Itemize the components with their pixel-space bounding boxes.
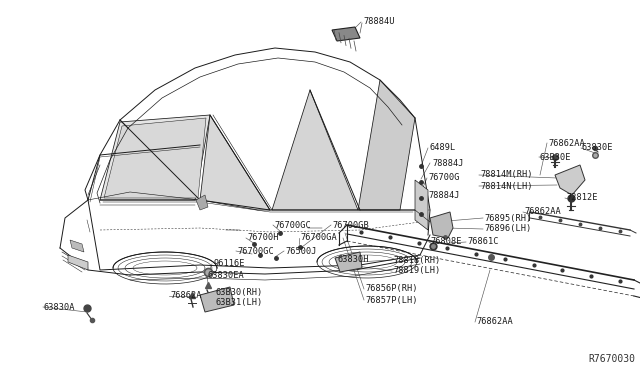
Text: 63830H: 63830H <box>338 256 369 264</box>
Text: 76862A: 76862A <box>170 292 202 301</box>
Text: 76700H: 76700H <box>247 234 278 243</box>
Polygon shape <box>200 115 270 210</box>
Text: 76862AA: 76862AA <box>524 208 561 217</box>
Polygon shape <box>332 27 360 41</box>
Text: 76700GA: 76700GA <box>300 234 337 243</box>
Polygon shape <box>104 118 206 198</box>
Text: 63B30(RH): 63B30(RH) <box>215 288 262 296</box>
Polygon shape <box>430 212 453 238</box>
Polygon shape <box>358 80 415 210</box>
Text: 76862AA: 76862AA <box>548 138 585 148</box>
Text: 76856P(RH): 76856P(RH) <box>365 285 417 294</box>
Text: 76700G: 76700G <box>428 173 460 183</box>
Text: 76500J: 76500J <box>285 247 317 256</box>
Text: 63830E: 63830E <box>582 144 614 153</box>
Text: 78819(LH): 78819(LH) <box>393 266 440 276</box>
Text: 76700GC: 76700GC <box>237 247 274 256</box>
Text: 63830EA: 63830EA <box>208 272 244 280</box>
Text: 72812E: 72812E <box>566 193 598 202</box>
Text: 78884J: 78884J <box>432 158 463 167</box>
Text: 76857P(LH): 76857P(LH) <box>365 295 417 305</box>
Text: 76896(LH): 76896(LH) <box>484 224 531 234</box>
Polygon shape <box>415 180 428 230</box>
Polygon shape <box>335 252 362 272</box>
Text: 63B30E: 63B30E <box>540 153 572 161</box>
Polygon shape <box>555 165 585 195</box>
Text: 78884U: 78884U <box>363 17 394 26</box>
Polygon shape <box>70 240 84 252</box>
Polygon shape <box>196 195 208 210</box>
Text: 6489L: 6489L <box>430 144 456 153</box>
Text: 78884J: 78884J <box>428 192 460 201</box>
Text: 63830A: 63830A <box>44 302 76 311</box>
Text: 76861C: 76861C <box>467 237 499 247</box>
Text: R7670030: R7670030 <box>588 354 635 364</box>
Text: 78818(RH): 78818(RH) <box>393 256 440 264</box>
Text: 78814N(LH): 78814N(LH) <box>480 182 532 190</box>
Text: 76700GB: 76700GB <box>332 221 369 230</box>
Polygon shape <box>68 255 88 270</box>
Text: 96116E: 96116E <box>213 260 244 269</box>
Polygon shape <box>200 287 234 312</box>
Text: 76895(RH): 76895(RH) <box>484 214 531 222</box>
Polygon shape <box>272 90 358 210</box>
Text: 76808E: 76808E <box>430 237 461 247</box>
Polygon shape <box>100 115 210 200</box>
Text: 78814M(RH): 78814M(RH) <box>480 170 532 180</box>
Text: 63B31(LH): 63B31(LH) <box>215 298 262 308</box>
Text: 76700GC: 76700GC <box>274 221 311 230</box>
Text: 76862AA: 76862AA <box>476 317 513 327</box>
